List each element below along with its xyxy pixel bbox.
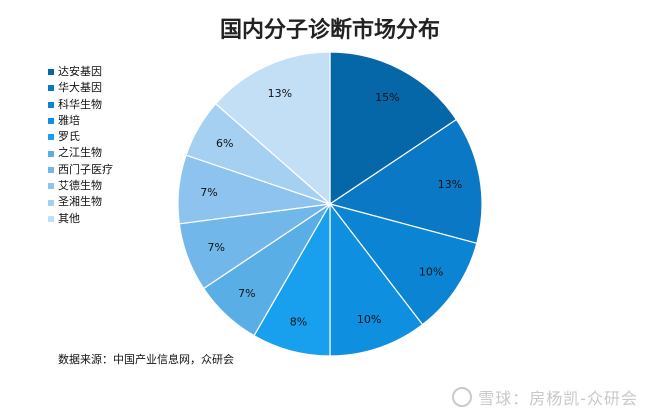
legend-swatch: [48, 150, 54, 157]
pie-slice: [329, 202, 424, 357]
legend-swatch: [48, 101, 54, 108]
legend-swatch: [48, 215, 54, 222]
legend-label: 西门子医疗: [58, 162, 113, 176]
legend-swatch: [48, 134, 54, 141]
data-source-note: 数据来源：中国产业信息网，众研会: [58, 353, 234, 366]
legend-item: 艾德生物: [48, 178, 113, 194]
legend-item: 华大基因: [48, 80, 113, 96]
legend-swatch: [48, 118, 54, 125]
legend-label: 华大基因: [58, 81, 102, 95]
legend-item: 其他: [48, 211, 113, 227]
legend-item: 之江生物: [48, 145, 113, 161]
slice-label: 15%: [375, 91, 399, 104]
legend-label: 之江生物: [58, 146, 102, 160]
legend-swatch: [48, 199, 54, 206]
slice-label: 13%: [438, 178, 462, 191]
legend-label: 达安基因: [58, 65, 102, 78]
legend-item: 雅培: [48, 113, 113, 129]
slice-label: 10%: [419, 266, 443, 279]
legend-label: 其他: [58, 211, 80, 225]
slice-label: 7%: [238, 287, 255, 300]
legend-item: 西门子医疗: [48, 162, 113, 178]
slice-label: 8%: [290, 315, 307, 328]
pie-slice: [328, 118, 483, 245]
legend-swatch: [48, 166, 54, 173]
pie-slice: [214, 51, 331, 206]
chart-legend: 达安基因华大基因科华生物雅培罗氏之江生物西门子医疗艾德生物圣湘生物其他: [48, 64, 113, 227]
legend-swatch: [48, 85, 54, 92]
legend-swatch: [48, 69, 54, 76]
legend-item: 科华生物: [48, 97, 113, 113]
pie-slice: [328, 202, 478, 326]
legend-label: 艾德生物: [58, 179, 102, 193]
slice-label: 13%: [268, 87, 292, 100]
slice-label: 7%: [207, 241, 224, 254]
legend-item: 罗氏: [48, 129, 113, 145]
slice-label: 7%: [200, 186, 217, 199]
legend-label: 科华生物: [58, 97, 102, 111]
watermark-text: 雪球：房杨凯-众研会: [478, 389, 638, 408]
pie-slice: [329, 51, 458, 206]
slice-label: 6%: [216, 137, 233, 150]
slice-label: 10%: [357, 313, 381, 326]
legend-label: 罗氏: [58, 130, 80, 144]
watermark: 雪球：房杨凯-众研会: [452, 385, 638, 409]
snowball-logo-icon: [452, 387, 473, 407]
legend-item: 达安基因: [48, 64, 113, 80]
legend-label: 圣湘生物: [58, 195, 102, 209]
legend-swatch: [48, 183, 54, 190]
legend-item: 圣湘生物: [48, 194, 113, 210]
chart-title: 国内分子诊断市场分布: [219, 18, 440, 43]
legend-label: 雅培: [58, 113, 80, 127]
